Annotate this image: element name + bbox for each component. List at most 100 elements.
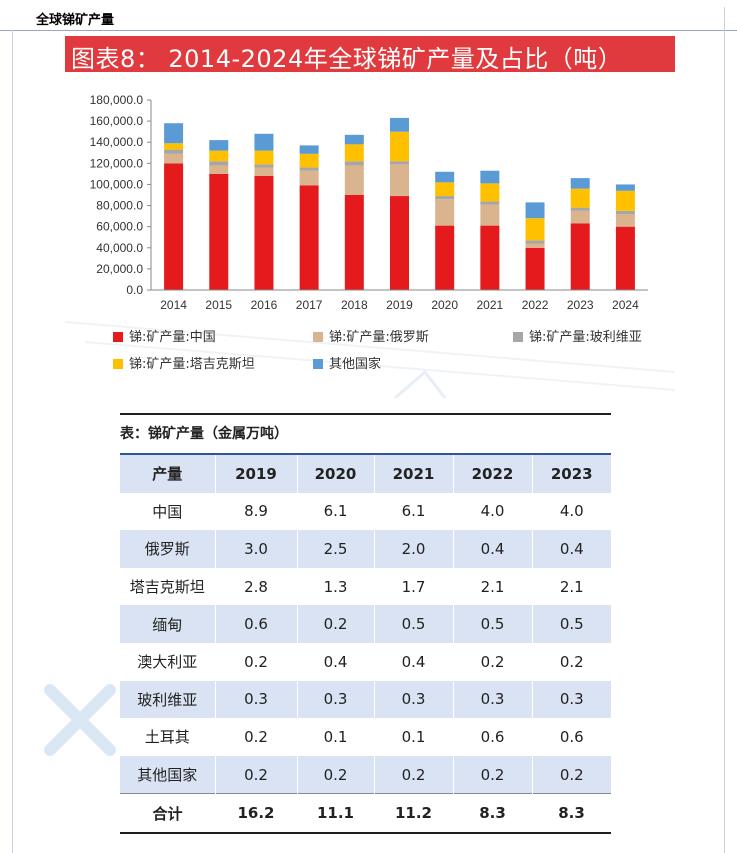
table-row-label: 中国 — [120, 492, 216, 531]
bar-segment-tajikistan-2023 — [570, 188, 590, 208]
bar-segment-russia-2024 — [615, 214, 635, 227]
table-cell: 0.2 — [559, 652, 584, 671]
y-tick-label: 180,000.0 — [90, 93, 144, 107]
x-tick-label: 2024 — [612, 298, 639, 312]
table-row-label: 土耳其 — [120, 718, 216, 756]
x-tick-label: 2023 — [567, 298, 594, 312]
bar-segment-bolivia-2014 — [164, 149, 184, 154]
y-tick-label: 80,000.0 — [96, 199, 143, 213]
legend-label-tajikistan: 锑:矿产量:塔吉克斯坦 — [129, 357, 255, 372]
bar-segment-china-2019 — [390, 196, 409, 290]
y-tick-label: 160,000.0 — [90, 114, 144, 128]
table-row-label: 俄罗斯 — [120, 530, 216, 568]
bar-segment-china-2018 — [344, 195, 364, 290]
table-header-row: 产量 2019 2020 2021 2022 2023 — [120, 454, 611, 493]
table-cell: 0.2 — [215, 755, 298, 794]
table-cell: 0.3 — [374, 680, 454, 719]
table-cell: 0.6 — [453, 718, 533, 756]
legend-item-china: 锑:矿产量:中国 — [113, 326, 216, 345]
table-cell: 0.2 — [215, 718, 298, 756]
bar-segment-bolivia-2023 — [570, 207, 590, 211]
table-row: 澳大利亚 0.2 0.4 0.4 0.2 0.2 — [120, 642, 611, 681]
bar-segment-tajikistan-2022 — [525, 218, 545, 241]
table-cell: 4.0 — [453, 492, 533, 531]
table-row: 塔吉克斯坦 2.8 1.3 1.7 2.1 2.1 — [120, 567, 611, 606]
production-table: 表：锑矿产量（金属万吨） 产量 2019 2020 2021 2022 2023… — [120, 413, 611, 834]
table-row-label: 玻利维亚 — [120, 680, 216, 719]
page-header: 全球锑矿产量 — [0, 0, 737, 31]
table-header-cell: 产量 — [120, 454, 216, 493]
bar-segment-china-2015 — [209, 173, 229, 290]
table-row-label: 塔吉克斯坦 — [120, 567, 216, 606]
bar-segment-bolivia-2016 — [254, 164, 274, 168]
table-cell: 2.8 — [215, 567, 298, 606]
table-cell: 0.2 — [559, 765, 584, 784]
bar-segment-russia-2016 — [254, 167, 274, 176]
bar-segment-bolivia-2021 — [480, 201, 500, 205]
table-cell: 0.6 — [559, 727, 584, 746]
table-total-cell: 8.3 — [453, 793, 532, 834]
x-tick-label: 2016 — [251, 298, 278, 312]
table-row-label: 澳大利亚 — [120, 642, 216, 681]
bar-segment-others-2024 — [615, 184, 635, 191]
bar-segment-others-2019 — [390, 117, 409, 132]
y-tick-label: 120,000.0 — [90, 156, 144, 170]
x-tick-label: 2017 — [296, 298, 323, 312]
legend-label-others: 其他国家 — [329, 357, 382, 372]
bar-segment-others-2018 — [344, 134, 364, 145]
table-cell: 0.4 — [374, 642, 454, 681]
x-tick-label: 2019 — [386, 298, 413, 312]
y-tick-label: 140,000.0 — [90, 135, 144, 149]
bar-segment-russia-2019 — [390, 164, 409, 197]
frame-right-border — [724, 7, 725, 853]
bar-segment-tajikistan-2017 — [299, 153, 319, 168]
bar-segment-china-2020 — [435, 225, 455, 290]
x-tick-label: 2022 — [522, 298, 549, 312]
table-cell: 0.1 — [297, 718, 375, 756]
bar-segment-russia-2017 — [299, 170, 319, 186]
bar-segment-bolivia-2017 — [299, 167, 319, 171]
table-total-cell: 合计 — [120, 793, 215, 834]
table-header-cell: 2022 — [453, 454, 533, 493]
table-cell: 1.7 — [374, 567, 454, 606]
table-cell: 0.2 — [374, 755, 454, 794]
bar-segment-bolivia-2019 — [390, 161, 409, 165]
bar-segment-russia-2015 — [209, 165, 229, 174]
x-tick-label: 2015 — [205, 298, 232, 312]
legend-label-russia: 锑:矿产量:俄罗斯 — [329, 330, 429, 345]
bars-layer — [164, 117, 635, 290]
table-cell: 0.5 — [453, 605, 533, 643]
table-cell: 6.1 — [297, 492, 375, 531]
y-tick-label: 20,000.0 — [96, 262, 143, 276]
page-title: 全球锑矿产量 — [36, 13, 115, 28]
bar-segment-china-2023 — [570, 223, 590, 290]
table-total-row: 合计 16.2 11.1 11.2 8.3 8.3 — [120, 793, 611, 834]
figure-banner: 图表8： 2014-2024年全球锑矿产量及占比（吨） — [65, 36, 675, 73]
table-row: 其他国家 0.2 0.2 0.2 0.2 0.2 — [120, 755, 611, 794]
legend-swatch-china — [113, 332, 123, 342]
bar-segment-tajikistan-2016 — [254, 150, 274, 165]
table-cell: 0.3 — [297, 680, 375, 719]
legend-item-bolivia: 锑:矿产量:玻利维亚 — [513, 326, 642, 345]
x-axis: 2014 2015 2016 2017 2018 2019 2020 2021 2022 2023… — [151, 289, 648, 312]
bar-segment-others-2014 — [164, 123, 184, 144]
table-cell: 0.4 — [453, 530, 533, 568]
legend-label-bolivia: 锑:矿产量:玻利维亚 — [529, 330, 642, 345]
table-cell: 0.1 — [374, 718, 454, 756]
bar-segment-others-2023 — [570, 178, 590, 189]
bar-segment-tajikistan-2019 — [390, 131, 409, 162]
bar-segment-tajikistan-2015 — [209, 150, 229, 162]
bar-segment-others-2021 — [480, 170, 500, 184]
table-row-label: 其他国家 — [120, 755, 216, 794]
bar-segment-china-2024 — [615, 226, 635, 290]
figure-banner-text: 图表8： 2014-2024年全球锑矿产量及占比（吨） — [71, 45, 623, 73]
x-tick-label: 2018 — [341, 298, 368, 312]
table-cell: 2.5 — [297, 530, 375, 568]
table-total-cell: 8.3 — [532, 793, 611, 834]
table-cell: 0.3 — [215, 680, 298, 719]
table-total-cell: 11.1 — [297, 793, 374, 834]
bar-segment-russia-2021 — [480, 204, 500, 226]
bar-segment-bolivia-2020 — [435, 196, 455, 200]
legend-swatch-russia — [313, 332, 323, 342]
legend-item-others: 其他国家 — [313, 353, 381, 372]
